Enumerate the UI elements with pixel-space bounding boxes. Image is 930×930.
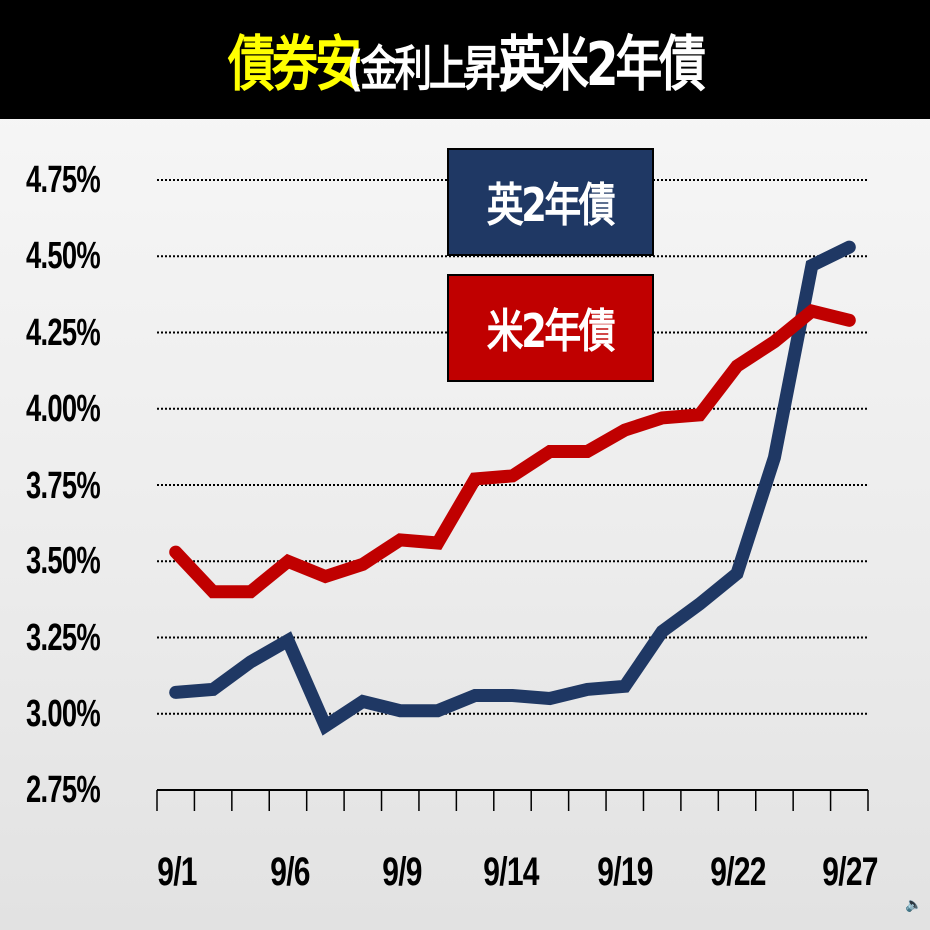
legend-uk: 英2年債	[447, 148, 654, 256]
y-tick-label: 4.50%	[26, 235, 101, 277]
us-2y-line	[169, 304, 856, 599]
gridlines	[157, 179, 868, 715]
x-axis	[156, 789, 869, 811]
x-tick-label: 9/19	[597, 850, 653, 894]
y-tick-label: 4.00%	[26, 388, 101, 430]
speaker-icon[interactable]: 🔈	[905, 897, 923, 913]
legend-us: 米2年債	[447, 274, 654, 382]
legend-us-label: 米2年債	[487, 304, 616, 358]
uk-2y-line	[169, 240, 856, 736]
y-tick-label: 3.75%	[26, 465, 101, 507]
x-tick-label: 9/27	[822, 850, 878, 894]
y-tick-label: 4.25%	[26, 312, 101, 354]
y-tick-label: 3.00%	[26, 693, 101, 735]
x-tick-label: 9/9	[382, 850, 422, 894]
x-tick-label: 9/1	[157, 850, 197, 894]
title-bar: 債券安 (金利上昇) 英米2年債	[0, 0, 930, 119]
y-tick-label: 3.50%	[26, 540, 101, 582]
title-part3: 英米2年債	[498, 30, 705, 100]
x-tick-label: 9/6	[270, 850, 310, 894]
x-tick-label: 9/14	[483, 850, 539, 894]
y-tick-label: 3.25%	[26, 617, 101, 659]
y-tick-label: 4.75%	[26, 159, 101, 201]
y-tick-label: 2.75%	[26, 769, 101, 811]
title-part1: 債券安	[227, 30, 362, 100]
legend-uk-label: 英2年債	[487, 178, 616, 232]
x-tick-label: 9/22	[710, 850, 766, 894]
title-part2: (金利上昇)	[345, 41, 514, 97]
